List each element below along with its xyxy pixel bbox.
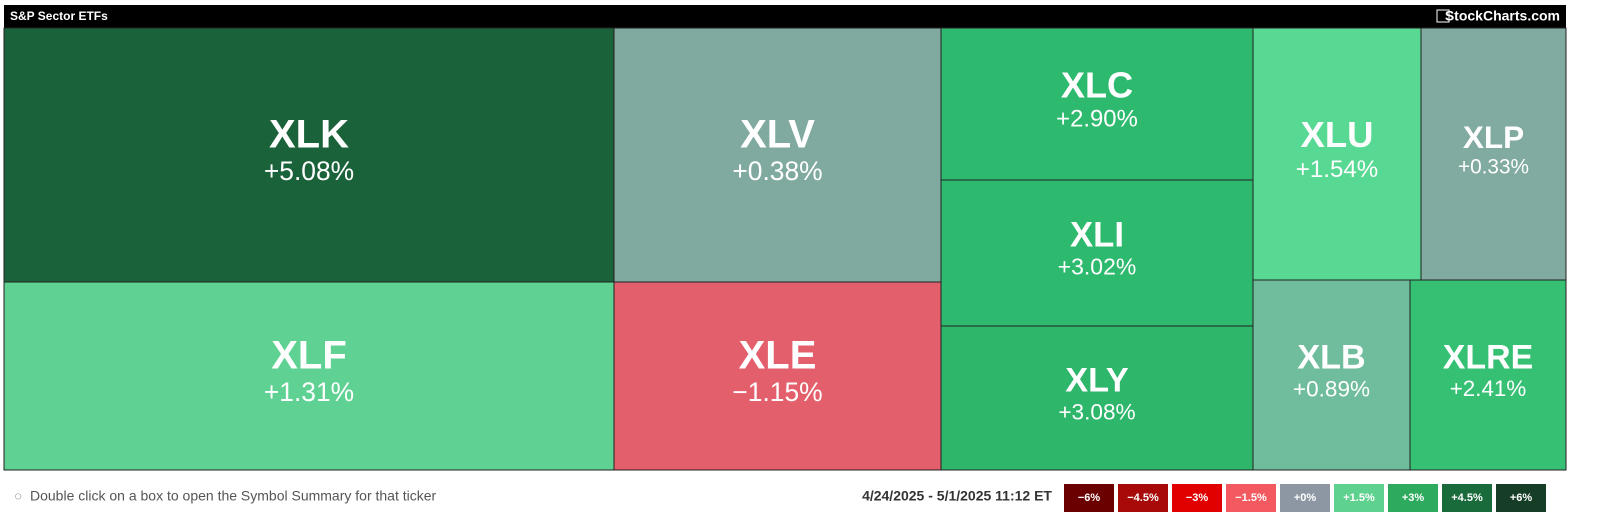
tile[interactable]: XLE−1.15% <box>613 281 942 471</box>
tile[interactable]: XLP+0.33% <box>1420 27 1567 281</box>
legend: −6% −4.5% −3% −1.5% +0% +1.5% +3% +4.5% +6% <box>1064 484 1546 512</box>
chart-title: S&P Sector ETFs <box>10 9 108 23</box>
legend-label: −3% <box>1186 492 1209 504</box>
legend-swatch <box>1388 484 1438 512</box>
tile-box[interactable] <box>613 281 942 471</box>
tile-ticker: XLI <box>1070 217 1124 255</box>
tile-ticker: XLB <box>1297 339 1365 377</box>
legend-label: +3% <box>1402 492 1425 504</box>
tile-box[interactable] <box>940 325 1254 471</box>
tile-ticker: XLK <box>269 113 349 157</box>
tile-ticker: XLU <box>1300 114 1373 155</box>
tile-ticker: XLP <box>1463 119 1524 155</box>
tile-change: +0.38% <box>732 156 822 186</box>
legend-swatch <box>1118 484 1168 512</box>
legend-swatch <box>1172 484 1222 512</box>
hint: Double click on a box to open the Symbol… <box>30 488 437 504</box>
tile-ticker: XLC <box>1061 64 1133 105</box>
hint-icon: ○ <box>14 488 22 504</box>
tile-box[interactable] <box>940 179 1254 327</box>
tile[interactable]: XLI+3.02% <box>940 179 1254 327</box>
tile-box[interactable] <box>3 27 615 283</box>
tile[interactable]: XLU+1.54% <box>1252 27 1422 281</box>
date-range: 4/24/2025 - 5/1/2025 11:12 ET <box>862 488 1052 504</box>
legend-swatch <box>1226 484 1276 512</box>
tile[interactable]: XLY+3.08% <box>940 325 1254 471</box>
tile[interactable]: XLK+5.08% <box>3 27 615 283</box>
legend-label: −6% <box>1078 492 1101 504</box>
tile[interactable]: XLRE+2.41% <box>1409 279 1567 471</box>
legend-swatch <box>1064 484 1114 512</box>
tiles: XLK+5.08%XLF+1.31%XLV+0.38%XLE−1.15%XLC+… <box>3 27 1567 471</box>
tile-change: +5.08% <box>264 156 354 186</box>
tile-ticker: XLY <box>1065 362 1129 400</box>
brand-icon <box>1436 9 1450 23</box>
legend-swatch <box>1334 484 1384 512</box>
tile-change: +2.90% <box>1056 106 1138 133</box>
legend-swatch <box>1442 484 1492 512</box>
tile-change: +2.41% <box>1450 376 1527 401</box>
tile-change: +3.02% <box>1058 254 1136 280</box>
tile-box[interactable] <box>3 281 615 471</box>
header-bar <box>4 5 1566 28</box>
tile-box[interactable] <box>1420 27 1567 281</box>
tile-change: +1.31% <box>264 377 354 407</box>
tile[interactable]: XLB+0.89% <box>1252 279 1411 471</box>
tile-ticker: XLRE <box>1443 339 1533 377</box>
tile-change: −1.15% <box>732 377 822 407</box>
tile-box[interactable] <box>1252 27 1422 281</box>
tile-box[interactable] <box>1409 279 1567 471</box>
legend-label: +4.5% <box>1451 492 1483 504</box>
legend-label: −4.5% <box>1127 492 1159 504</box>
legend-label: −1.5% <box>1235 492 1267 504</box>
legend-label: +1.5% <box>1343 492 1375 504</box>
legend-label: +6% <box>1510 492 1533 504</box>
tile-change: +0.89% <box>1293 376 1370 401</box>
tile[interactable]: XLC+2.90% <box>940 27 1254 181</box>
tile-box[interactable] <box>613 27 942 283</box>
legend-label: +0% <box>1294 492 1317 504</box>
tile[interactable]: XLV+0.38% <box>613 27 942 283</box>
brand[interactable]: StockCharts.com <box>1445 8 1560 24</box>
legend-swatch <box>1496 484 1546 512</box>
tile-box[interactable] <box>1252 279 1411 471</box>
tile-change: +0.33% <box>1458 156 1529 179</box>
legend-swatch <box>1280 484 1330 512</box>
tile[interactable]: XLF+1.31% <box>3 281 615 471</box>
tile-ticker: XLE <box>739 334 817 378</box>
tile-ticker: XLV <box>740 113 815 157</box>
tile-change: +3.08% <box>1058 399 1135 424</box>
tile-change: +1.54% <box>1296 156 1378 183</box>
tile-ticker: XLF <box>271 334 347 378</box>
